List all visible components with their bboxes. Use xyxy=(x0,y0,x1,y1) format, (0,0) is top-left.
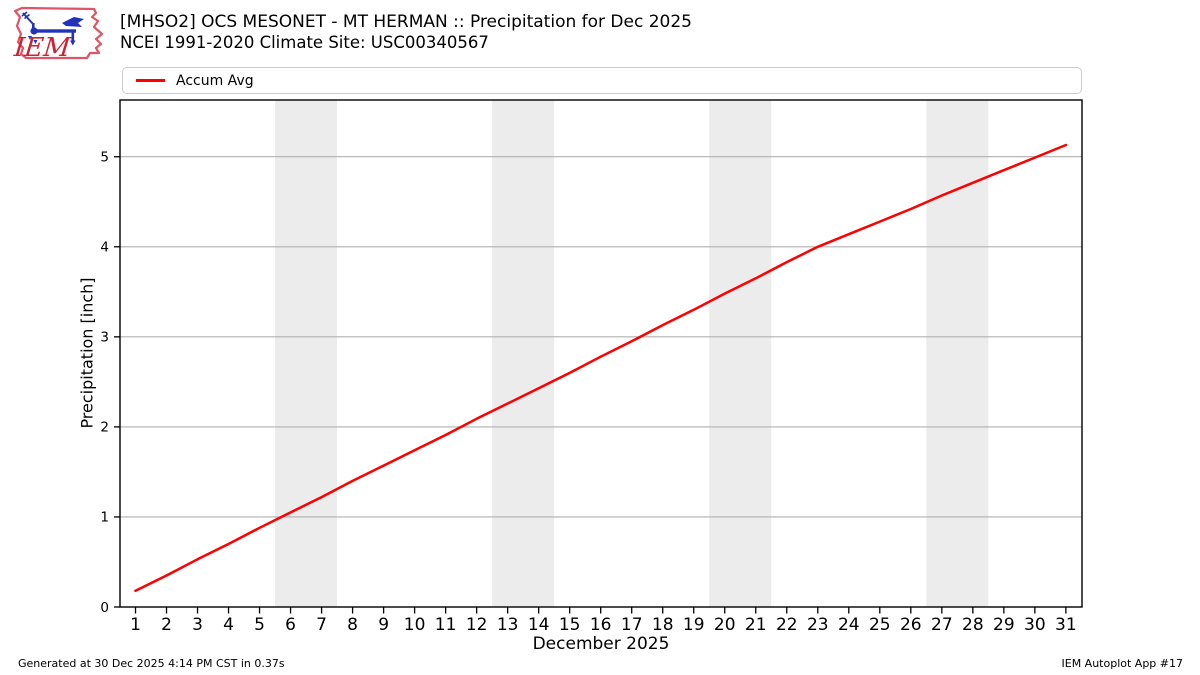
x-tick-label: 31 xyxy=(1055,615,1077,635)
x-tick-label: 26 xyxy=(900,615,922,635)
x-tick-label: 2 xyxy=(161,615,172,635)
y-tick-label: 5 xyxy=(100,150,109,166)
x-tick-label: 24 xyxy=(838,615,860,635)
weekend-band xyxy=(492,100,555,607)
weekend-band xyxy=(709,100,772,607)
x-tick-label: 3 xyxy=(192,615,203,635)
x-tick-label: 14 xyxy=(528,615,550,635)
app-credit: IEM Autoplot App #17 xyxy=(1061,657,1184,670)
generated-timestamp: Generated at 30 Dec 2025 4:14 PM CST in … xyxy=(18,657,285,670)
x-tick-label: 8 xyxy=(347,615,358,635)
x-tick-label: 20 xyxy=(714,615,736,635)
chart-subtitle: NCEI 1991-2020 Climate Site: USC00340567 xyxy=(120,33,489,52)
title-block: [MHSO2] OCS MESONET - MT HERMAN :: Preci… xyxy=(120,12,692,53)
x-axis-label: December 2025 xyxy=(532,634,670,654)
x-tick-label: 16 xyxy=(590,615,612,635)
x-tick-label: 27 xyxy=(931,615,953,635)
x-tick-label: 17 xyxy=(621,615,643,635)
iem-logo: IEM xyxy=(12,6,104,63)
weekend-band xyxy=(926,100,989,607)
x-tick-label: 19 xyxy=(683,615,705,635)
x-tick-label: 22 xyxy=(776,615,798,635)
x-tick-label: 18 xyxy=(652,615,674,635)
legend-label: Accum Avg xyxy=(176,72,254,89)
x-tick-label: 1 xyxy=(130,615,141,635)
legend-line-swatch xyxy=(136,79,165,82)
x-tick-label: 10 xyxy=(404,615,426,635)
x-tick-label: 15 xyxy=(559,615,581,635)
x-tick-label: 30 xyxy=(1024,615,1046,635)
y-tick-label: 3 xyxy=(100,330,109,346)
x-tick-label: 12 xyxy=(466,615,488,635)
weekend-band xyxy=(275,100,338,607)
chart-title: [MHSO2] OCS MESONET - MT HERMAN :: Preci… xyxy=(120,12,692,32)
x-tick-label: 7 xyxy=(316,615,327,635)
x-tick-label: 9 xyxy=(378,615,389,635)
y-axis-label: Precipitation [inch] xyxy=(77,277,97,429)
y-tick-label: 1 xyxy=(100,510,109,526)
x-tick-label: 29 xyxy=(993,615,1015,635)
accum-avg-line xyxy=(134,143,1068,593)
x-tick-label: 28 xyxy=(962,615,984,635)
y-tick-label: 0 xyxy=(100,600,109,616)
weather-vane-icon xyxy=(21,11,84,46)
x-tick-label: 23 xyxy=(807,615,829,635)
logo-iem-text: IEM xyxy=(12,33,73,63)
x-tick-label: 25 xyxy=(869,615,891,635)
y-tick-label: 2 xyxy=(100,420,109,436)
y-tick-label: 4 xyxy=(100,240,109,256)
x-tick-label: 21 xyxy=(745,615,767,635)
x-tick-label: 5 xyxy=(254,615,265,635)
x-tick-label: 6 xyxy=(285,615,296,635)
x-tick-label: 11 xyxy=(435,615,457,635)
x-tick-label: 4 xyxy=(223,615,234,635)
legend-box: Accum Avg xyxy=(122,67,1082,94)
x-tick-label: 13 xyxy=(497,615,519,635)
